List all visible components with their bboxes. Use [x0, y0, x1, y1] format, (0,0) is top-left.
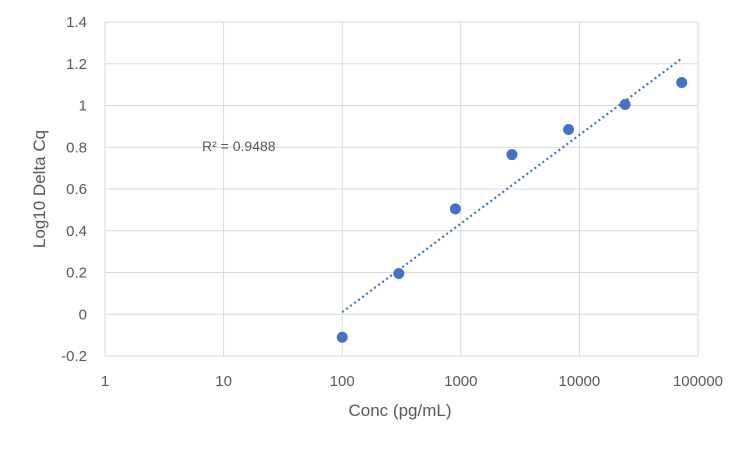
grid-lines [104, 21, 699, 357]
data-point [449, 203, 461, 215]
y-tick-label: 1.4 [66, 14, 87, 31]
x-tick-label: 1000 [444, 373, 477, 390]
data-point [619, 98, 631, 110]
trendline-group [341, 57, 683, 314]
x-tick-label: 10 [215, 373, 232, 390]
x-tick-label: 100 [330, 373, 355, 390]
data-point [563, 124, 575, 136]
data-point [676, 77, 688, 89]
y-tick-label: 1.2 [66, 56, 87, 73]
x-tick-label: 10000 [559, 373, 601, 390]
x-tick-label: 100000 [673, 373, 723, 390]
x-axis-ticks: 1 10 100 1000 10000 100000 [101, 373, 723, 390]
y-axis-title: Log10 Delta Cq [30, 130, 49, 248]
y-tick-label: 1 [79, 98, 87, 115]
data-points [336, 77, 688, 343]
data-point [336, 331, 348, 343]
y-tick-label: 0 [79, 306, 87, 323]
y-tick-label: 0.2 [66, 265, 87, 282]
y-tick-label: -0.2 [61, 348, 87, 365]
r-squared-annotation: R² = 0.9488 [202, 138, 276, 154]
y-tick-label: 0.6 [66, 181, 87, 198]
x-axis-title: Conc (pg/mL) [349, 401, 452, 420]
y-tick-label: 0.8 [66, 139, 87, 156]
trendline [341, 57, 683, 314]
x-tick-label: 1 [101, 373, 109, 390]
y-axis-ticks: -0.2 0 0.2 0.4 0.6 0.8 1 1.2 1.4 [61, 14, 87, 365]
data-point [393, 268, 405, 280]
y-tick-label: 0.4 [66, 223, 87, 240]
data-point [506, 149, 518, 161]
